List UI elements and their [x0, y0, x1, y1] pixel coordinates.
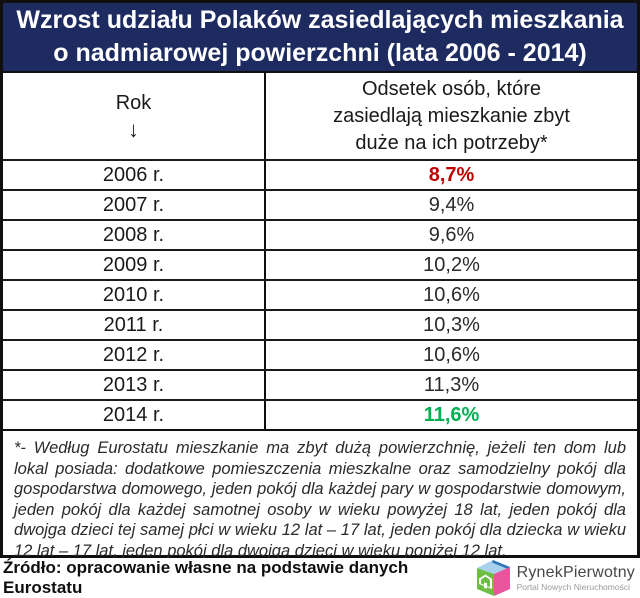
year-cell: 2011 r.	[3, 311, 266, 339]
table-body: 2006 r. 8,7% 2007 r. 9,4% 2008 r. 9,6% 2…	[3, 159, 637, 429]
house-cube-icon	[476, 560, 510, 596]
table-row: 2011 r. 10,3%	[3, 309, 637, 339]
table-row: 2008 r. 9,6%	[3, 219, 637, 249]
table-row: 2006 r. 8,7%	[3, 159, 637, 189]
year-cell: 2006 r.	[3, 161, 266, 189]
title-line-1: Wzrost udziału Polaków zasiedlających mi…	[16, 6, 624, 34]
value-cell: 8,7%	[428, 163, 475, 186]
value-cell: 11,3%	[423, 373, 480, 396]
table-header-row: Rok ↓ Odsetek osób, które zasiedlają mie…	[3, 73, 637, 159]
value-cell: 9,4%	[428, 193, 475, 216]
value-cell: 10,6%	[423, 283, 480, 306]
bottom-bar: Źródło: opracowanie własne na podstawie …	[0, 558, 640, 598]
value-cell: 10,6%	[423, 343, 480, 366]
logo-text: RynekPierwotny Portal Nowych Nieruchomoś…	[516, 563, 635, 592]
table-row: 2014 r. 11,6%	[3, 399, 637, 429]
table-row: 2009 r. 10,2%	[3, 249, 637, 279]
table-row: 2012 r. 10,6%	[3, 339, 637, 369]
rynekpierwotny-logo: RynekPierwotny Portal Nowych Nieruchomoś…	[475, 559, 635, 597]
table-row: 2013 r. 11,3%	[3, 369, 637, 399]
header-value-label: Odsetek osób, które zasiedlają mieszkani…	[333, 77, 570, 154]
value-cell: 10,2%	[423, 253, 480, 276]
table-row: 2007 r. 9,4%	[3, 189, 637, 219]
year-cell: 2012 r.	[3, 341, 266, 369]
year-cell: 2009 r.	[3, 251, 266, 279]
year-cell: 2008 r.	[3, 221, 266, 249]
year-cell: 2014 r.	[3, 401, 266, 429]
year-cell: 2007 r.	[3, 191, 266, 219]
header-year-column: Rok ↓	[3, 73, 266, 159]
value-cell: 9,6%	[428, 223, 475, 246]
down-arrow-icon: ↓	[128, 116, 139, 142]
logo-tagline: Portal Nowych Nieruchomości	[516, 581, 630, 592]
title-line-2: o nadmiarowej powierzchni (lata 2006 - 2…	[53, 39, 587, 67]
logo-name: RynekPierwotny	[516, 563, 635, 581]
year-cell: 2010 r.	[3, 281, 266, 309]
value-cell: 10,3%	[423, 313, 480, 336]
source-text: Źródło: opracowanie własne na podstawie …	[3, 558, 409, 597]
header-value-column: Odsetek osób, które zasiedlają mieszkani…	[266, 73, 637, 159]
table-row: 2010 r. 10,6%	[3, 279, 637, 309]
value-cell: 11,6%	[423, 403, 480, 426]
data-table: Wzrost udziału Polaków zasiedlających mi…	[0, 0, 640, 560]
table-title: Wzrost udziału Polaków zasiedlających mi…	[3, 3, 637, 73]
year-cell: 2013 r.	[3, 371, 266, 399]
header-year-label: Rok	[115, 91, 152, 114]
footnote: *- Według Eurostatu mieszkanie ma zbyt d…	[3, 429, 637, 560]
